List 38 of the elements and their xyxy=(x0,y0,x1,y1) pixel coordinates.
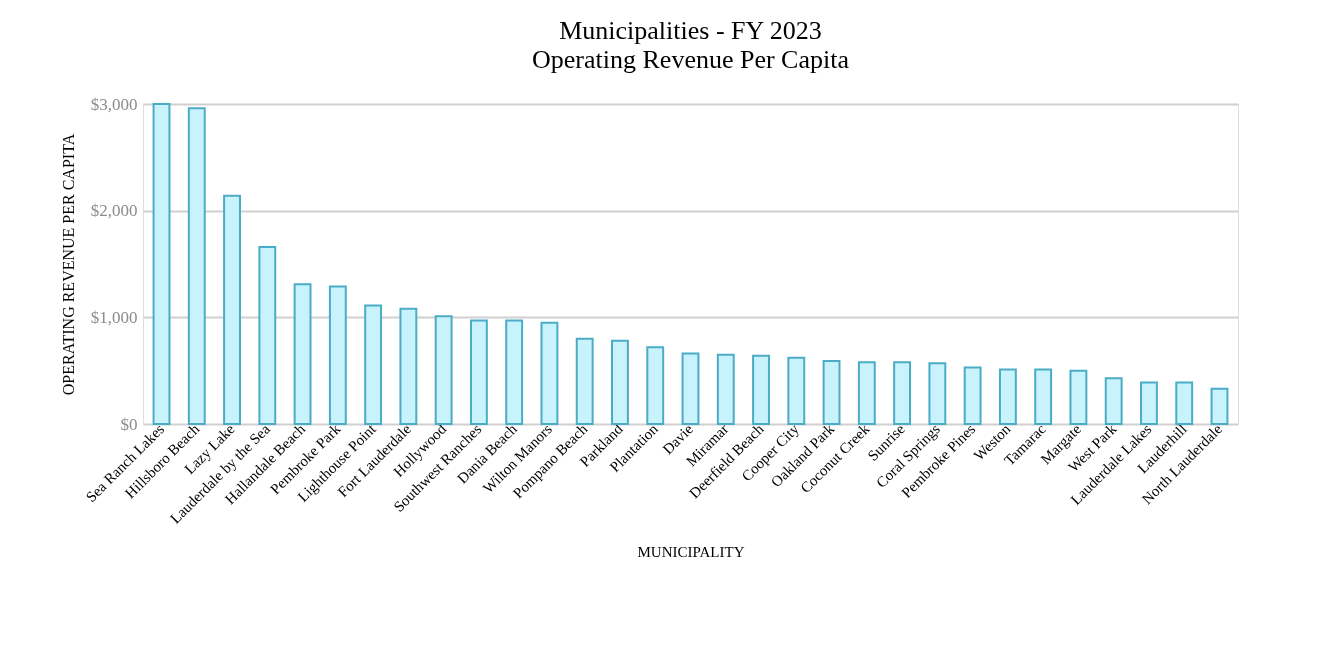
y-tick-label: $3,000 xyxy=(90,94,138,114)
bar xyxy=(787,356,806,425)
bar xyxy=(822,360,841,425)
bar xyxy=(328,285,347,425)
bar xyxy=(152,103,171,425)
bar xyxy=(1175,381,1194,425)
bar xyxy=(963,366,982,425)
bar xyxy=(540,321,559,425)
bar xyxy=(1140,381,1158,425)
bar xyxy=(1034,368,1053,425)
bar xyxy=(1069,369,1088,425)
bar xyxy=(223,194,241,425)
y-axis-title: OPERATING REVENUE PER CAPITA xyxy=(59,133,77,396)
bar xyxy=(1104,377,1123,425)
chart-subtitle: Operating Revenue Per Capita xyxy=(532,45,850,74)
bar xyxy=(681,352,700,425)
bar xyxy=(752,354,770,425)
bar xyxy=(258,245,277,425)
y-tick-label: $1,000 xyxy=(90,307,138,327)
chart-title: Municipalities - FY 2023 xyxy=(559,16,822,45)
bar xyxy=(893,361,912,425)
bar xyxy=(857,361,876,425)
bar xyxy=(716,353,735,425)
bar xyxy=(293,283,312,425)
x-axis-title: MUNICIPALITY xyxy=(637,543,745,560)
bar xyxy=(575,337,594,425)
bar xyxy=(505,319,524,425)
bar xyxy=(928,362,947,425)
y-tick-label: $2,000 xyxy=(90,201,138,221)
bar xyxy=(1210,387,1229,425)
bar xyxy=(646,346,665,425)
bar xyxy=(187,107,206,425)
bar xyxy=(611,339,629,425)
bar xyxy=(469,319,488,425)
bar xyxy=(434,315,453,425)
bar xyxy=(399,307,418,425)
bar xyxy=(364,304,383,425)
bar xyxy=(998,368,1017,425)
